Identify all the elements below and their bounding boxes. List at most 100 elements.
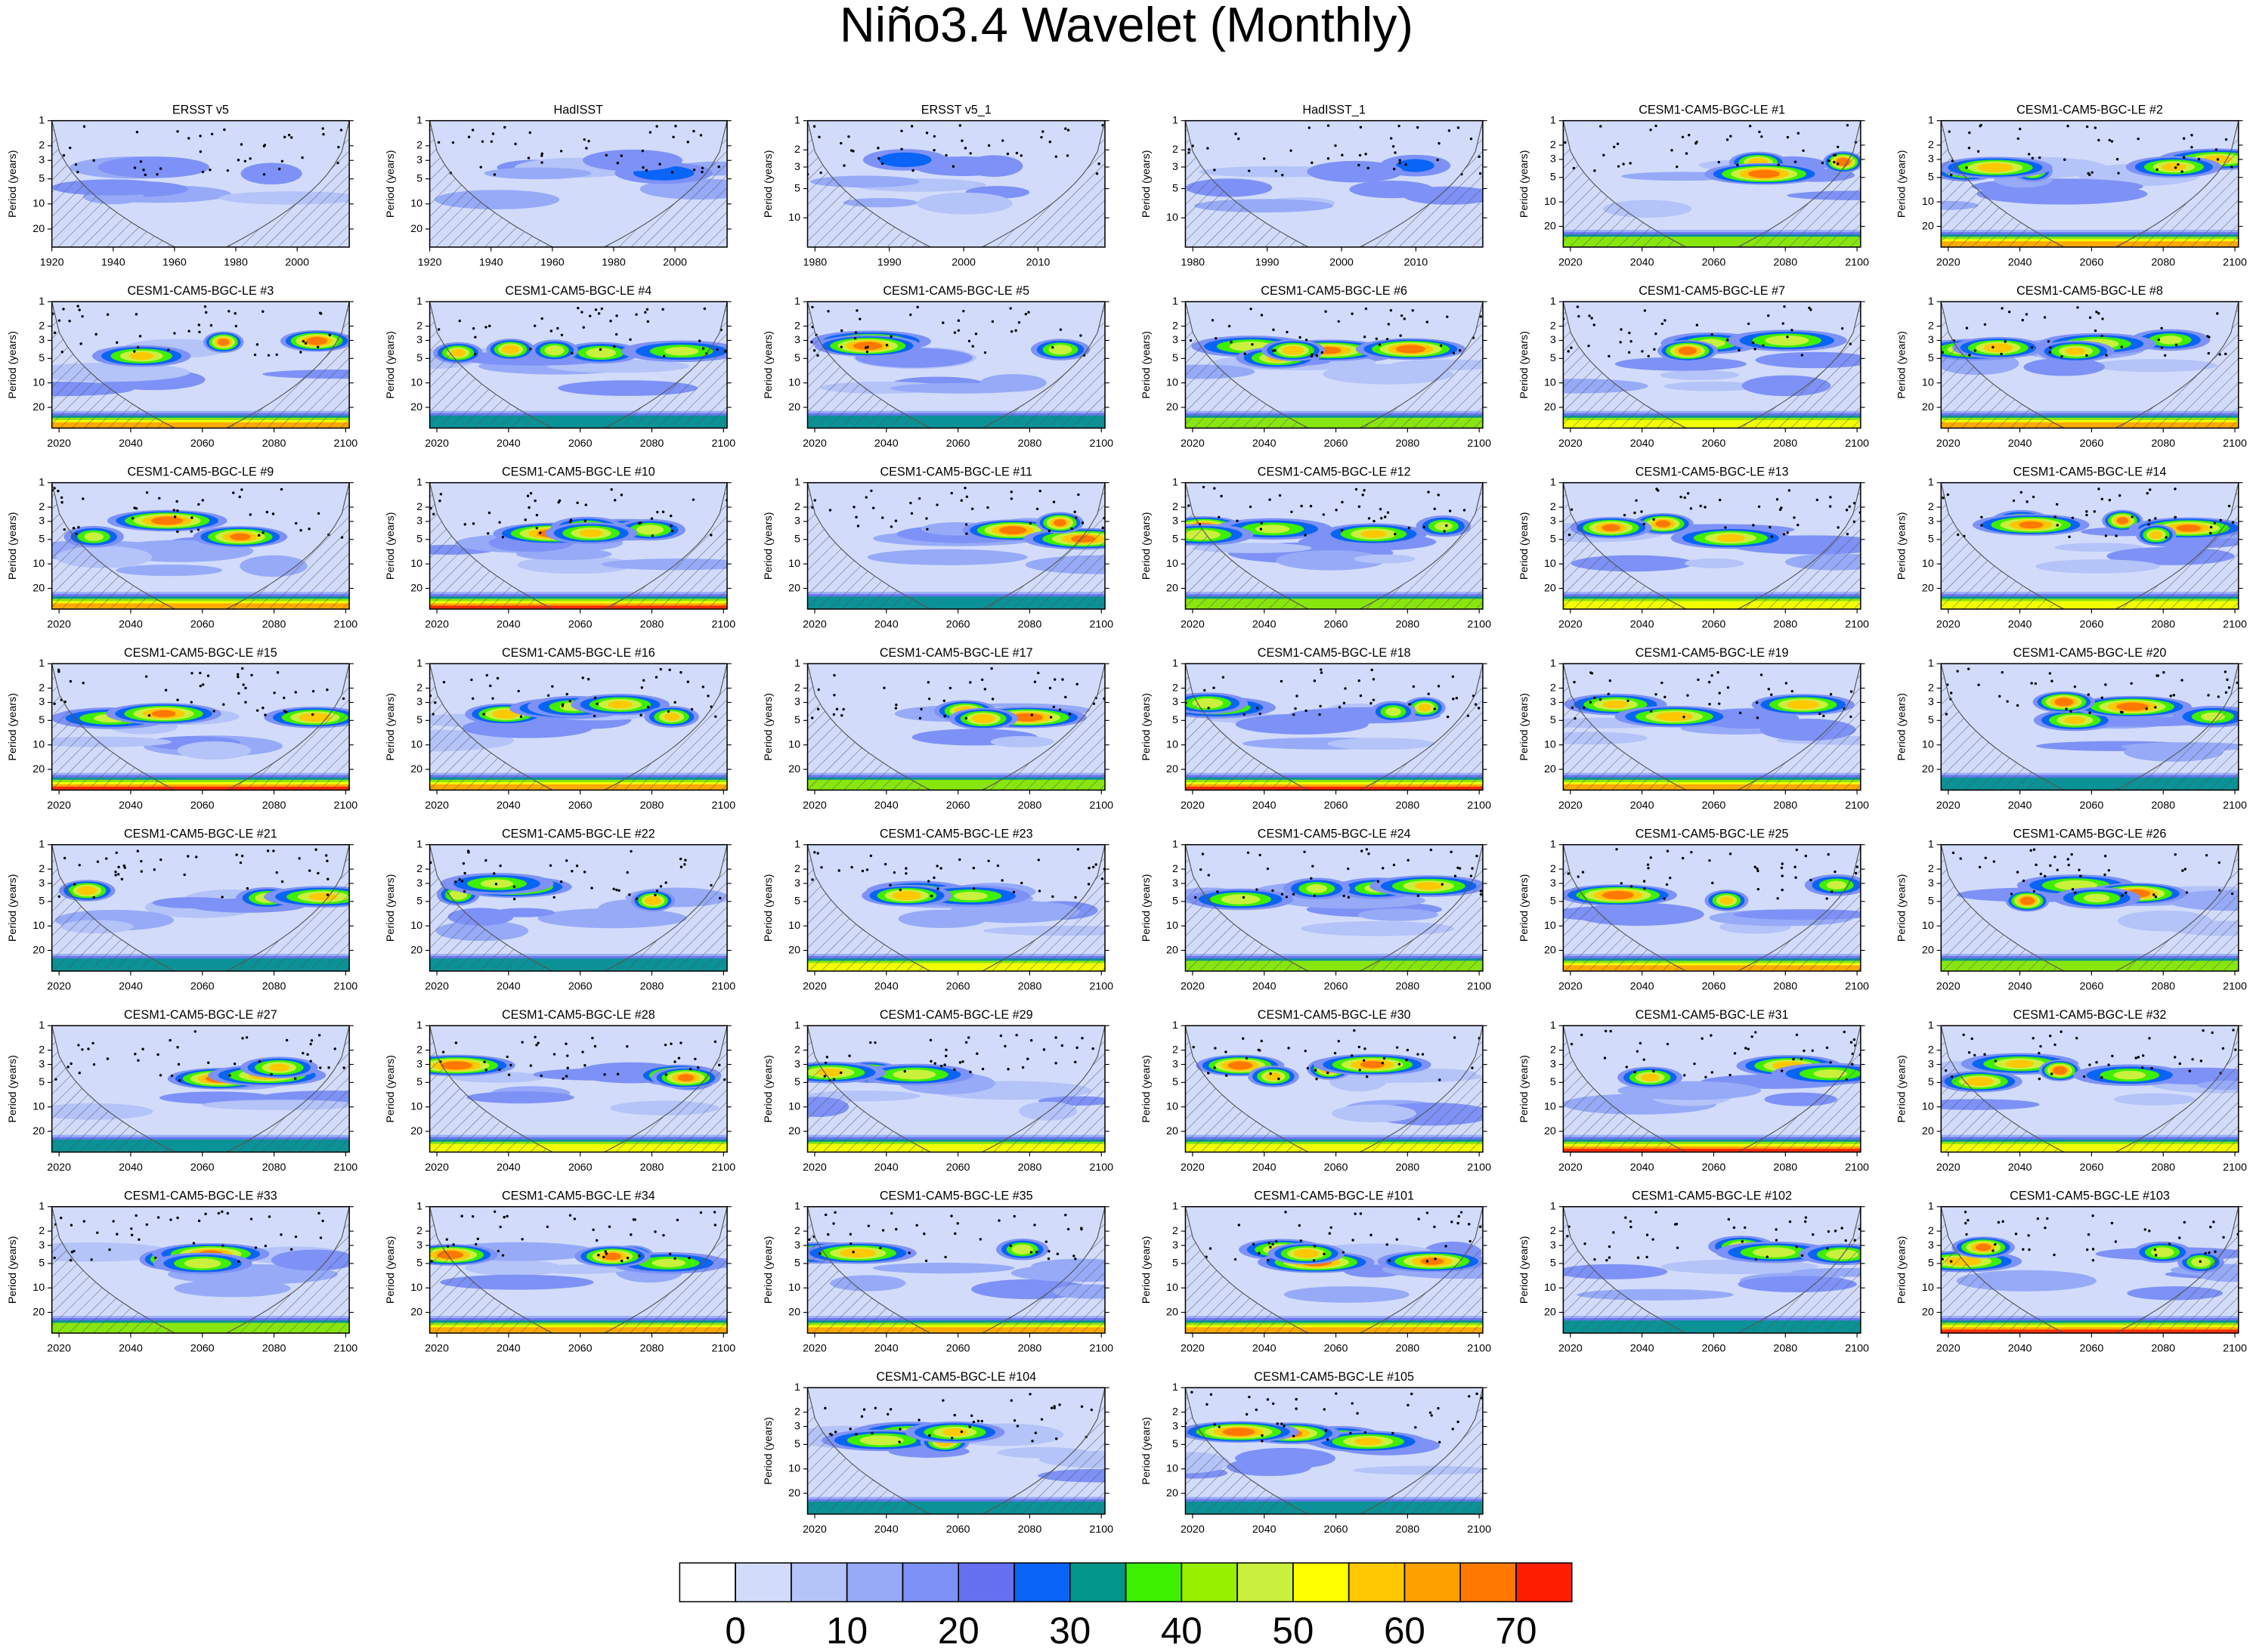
significance-dot xyxy=(2174,166,2177,169)
x-tick-label: 2100 xyxy=(2223,438,2247,450)
x-tick-label: 2040 xyxy=(1630,981,1654,993)
significance-dot xyxy=(581,1050,584,1053)
significance-dot xyxy=(925,517,928,520)
significance-dot xyxy=(1991,1249,1995,1252)
significance-dot xyxy=(57,668,60,672)
y-tick-label: 2 xyxy=(1928,863,1934,875)
significance-dot xyxy=(1831,890,1834,893)
coi-line xyxy=(807,844,1105,971)
significance-dot xyxy=(2016,137,2020,141)
wavelet-field xyxy=(807,482,1105,609)
power-blob xyxy=(859,1435,904,1446)
power-band xyxy=(533,1068,663,1081)
significance-dot xyxy=(1033,1224,1036,1227)
significance-dot xyxy=(232,491,235,494)
significance-dot xyxy=(135,1214,138,1217)
power-band xyxy=(2023,357,2106,376)
significance-dot xyxy=(2071,516,2075,520)
y-tick-label: 5 xyxy=(794,896,800,908)
significance-dot xyxy=(2227,686,2231,689)
significance-dot xyxy=(1038,889,1041,893)
significance-dot xyxy=(898,1440,901,1443)
plot-frame xyxy=(51,843,350,972)
significance-dot xyxy=(2043,874,2047,878)
significance-dot xyxy=(943,1063,946,1066)
significance-dot xyxy=(1629,340,1632,343)
significance-dot xyxy=(2053,855,2056,858)
significance-dot xyxy=(594,308,598,311)
y-tick-label: 10 xyxy=(788,558,800,570)
significance-dot xyxy=(833,673,836,677)
significance-dot xyxy=(1787,489,1791,492)
significance-dot xyxy=(964,716,968,720)
significance-dot xyxy=(615,314,618,317)
significance-dot xyxy=(1064,695,1067,699)
x-tick-label: 2060 xyxy=(1702,438,1726,450)
significance-dot xyxy=(2082,1075,2086,1078)
x-tick-label: 2060 xyxy=(1702,981,1726,993)
significance-dot xyxy=(2035,863,2038,867)
plot-frame xyxy=(1562,663,1862,791)
significance-dot xyxy=(1292,1434,1295,1437)
significance-dot xyxy=(1447,129,1451,132)
y-tick-label: 20 xyxy=(1166,1125,1178,1137)
wavelet-field xyxy=(1563,664,1861,790)
significance-dot xyxy=(1821,161,1824,165)
y-tick-label: 20 xyxy=(410,582,422,594)
coi-hatch xyxy=(1185,664,1483,790)
x-tick-label: 1960 xyxy=(162,257,187,269)
significance-dot xyxy=(2091,1248,2095,1251)
significance-dot xyxy=(1061,678,1064,681)
significance-dot xyxy=(1694,141,1697,145)
significance-dot xyxy=(1663,897,1666,900)
wavelet-field xyxy=(1941,844,2239,971)
power-blob xyxy=(2064,716,2086,725)
x-tick-label: 2040 xyxy=(2008,800,2032,812)
power-blob xyxy=(2116,702,2149,711)
wavelet-field xyxy=(807,1387,1105,1514)
y-tick-label: 20 xyxy=(1922,401,1934,413)
plot-frame xyxy=(1184,1205,1484,1334)
significance-dot xyxy=(116,341,119,344)
coi-line xyxy=(429,120,728,247)
significance-dot xyxy=(1349,1431,1352,1435)
significance-dot xyxy=(976,1052,979,1055)
significance-dot xyxy=(197,528,200,531)
coi-line xyxy=(51,482,350,609)
y-tick-label: 10 xyxy=(32,198,45,210)
significance-dot xyxy=(2091,1214,2094,1217)
significance-dot xyxy=(1224,1050,1227,1053)
y-tick-label: 3 xyxy=(416,696,422,708)
significance-dot xyxy=(1058,1403,1061,1406)
significance-dot xyxy=(577,306,580,310)
y-tick-label: 3 xyxy=(1550,153,1556,166)
significance-dot xyxy=(1636,1256,1640,1259)
significance-dot xyxy=(201,499,204,502)
significance-dot xyxy=(267,354,271,357)
significance-dot xyxy=(2074,891,2077,895)
x-tick-label: 2100 xyxy=(1845,981,1869,993)
significance-dot xyxy=(616,162,620,165)
x-tick-label: 2100 xyxy=(334,1343,358,1355)
significance-dot xyxy=(1844,1239,1847,1242)
significance-dot xyxy=(701,170,704,174)
significance-dot xyxy=(1456,1420,1459,1424)
y-axis-label: Period (years) xyxy=(763,1236,775,1304)
y-axis-label: Period (years) xyxy=(1896,150,1908,218)
power-blob xyxy=(636,524,664,535)
panel-title: CESM1-CAM5-BGC-LE #33 xyxy=(124,1190,277,1203)
significance-dot xyxy=(1411,309,1414,312)
significance-dot xyxy=(1438,141,1441,145)
colorbar-box xyxy=(735,1562,792,1603)
significance-dot xyxy=(990,667,993,670)
significance-dot xyxy=(1298,1224,1301,1227)
x-tick-label: 2100 xyxy=(711,981,735,993)
significance-dot xyxy=(950,491,953,495)
significance-dot xyxy=(1965,1233,1968,1236)
significance-dot xyxy=(1224,1074,1228,1077)
x-tick-label: 2060 xyxy=(2080,257,2104,269)
significance-dot xyxy=(562,1077,565,1081)
significance-dot xyxy=(1020,881,1023,885)
